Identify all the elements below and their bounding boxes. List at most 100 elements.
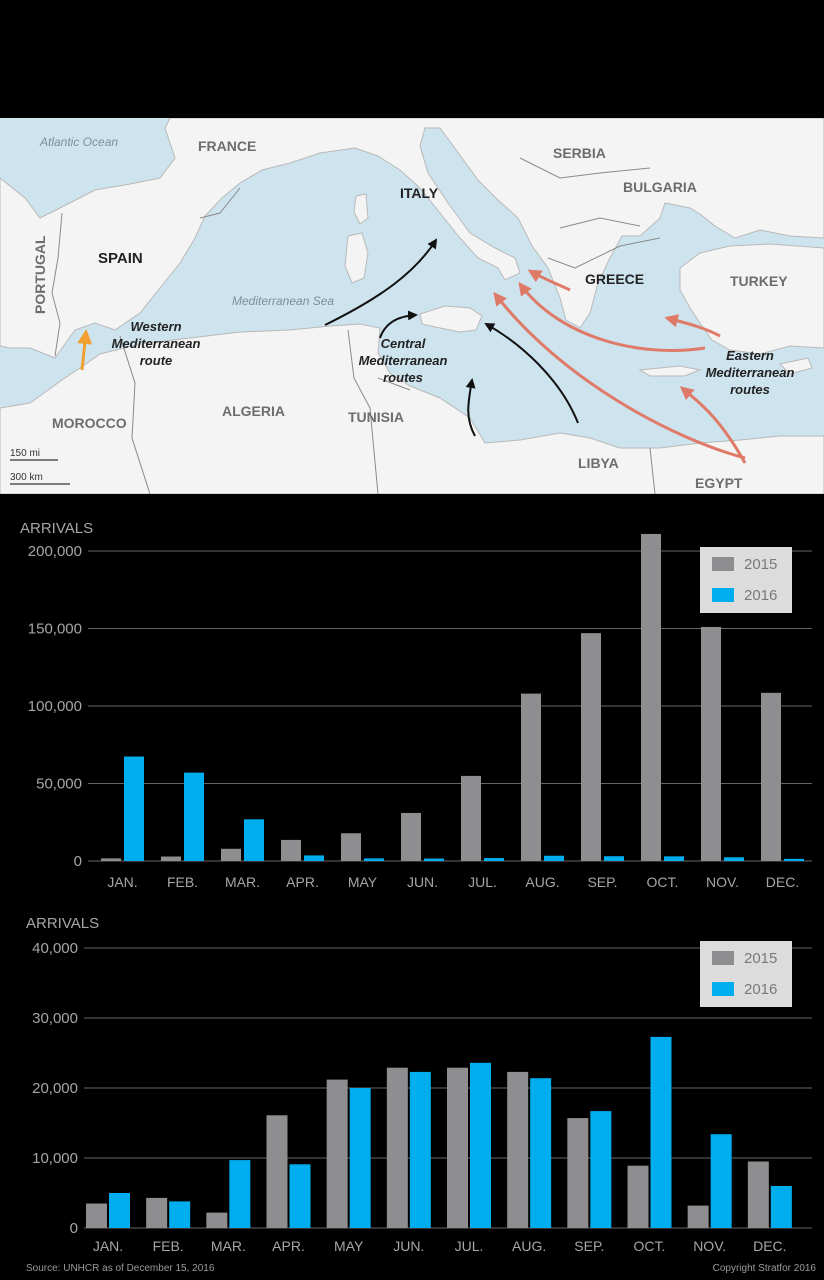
bar-2016-nov xyxy=(724,857,744,861)
label-tunisia: TUNISIA xyxy=(348,409,404,425)
x-tick-label: JUL. xyxy=(455,1238,484,1254)
label-greece: GREECE xyxy=(585,271,644,287)
bar-2016-may xyxy=(349,1088,371,1228)
bar-2015-oct xyxy=(627,1165,649,1228)
scale-km-label: 300 km xyxy=(10,472,43,483)
bar-2016-apr xyxy=(304,855,324,861)
bar-2016-aug xyxy=(544,855,564,861)
bar-2016-jul xyxy=(484,858,504,861)
label-eastern-routes-3: routes xyxy=(730,382,770,397)
bar-2015-mar xyxy=(221,848,241,861)
label-algeria: ALGERIA xyxy=(222,403,285,419)
legend-swatch-2016 xyxy=(712,588,734,602)
y-tick-label: 20,000 xyxy=(32,1080,78,1097)
crete xyxy=(638,365,702,377)
legend-swatch-2015 xyxy=(712,557,734,571)
y-axis-label: ARRIVALS xyxy=(20,520,93,537)
bar-2016-sep xyxy=(590,1111,612,1228)
legend-label-2015: 2015 xyxy=(744,950,777,967)
label-western-route-3: route xyxy=(140,353,173,368)
bar-2016-nov xyxy=(710,1134,732,1228)
x-tick-label: JAN. xyxy=(93,1238,123,1254)
bar-2016-jul xyxy=(470,1062,491,1228)
corsica xyxy=(353,193,369,225)
mediterranean-routes-map: 150 mi 300 km FRANCE ITALY SERBIA BULGAR… xyxy=(0,118,824,494)
x-tick-label: JUN. xyxy=(393,1238,424,1254)
y-tick-label: 30,000 xyxy=(32,1010,78,1027)
bar-2015-jan xyxy=(86,1203,107,1228)
turkey-land xyxy=(679,243,824,355)
source-note: Source: UNHCR as of December 15, 2016 xyxy=(26,1263,215,1274)
label-central-routes-2: Mediterranean xyxy=(359,353,448,368)
x-tick-label: AUG. xyxy=(525,874,559,890)
label-atlantic-ocean: Atlantic Ocean xyxy=(39,135,118,149)
label-portugal: PORTUGAL xyxy=(32,235,48,314)
bar-2015-jan xyxy=(101,858,121,861)
label-egypt: EGYPT xyxy=(695,475,743,491)
y-tick-label: 200,000 xyxy=(28,543,82,560)
western-route-arrow xyxy=(77,329,93,371)
legend-label-2016: 2016 xyxy=(744,587,777,604)
y-tick-label: 150,000 xyxy=(28,621,82,638)
x-tick-label: JUN. xyxy=(407,874,438,890)
x-tick-label: SEP. xyxy=(587,874,617,890)
bar-2016-jun xyxy=(424,858,444,861)
y-tick-label: 10,000 xyxy=(32,1150,78,1167)
bar-2016-oct xyxy=(650,1036,672,1228)
label-serbia: SERBIA xyxy=(553,145,606,161)
bar-2016-dec xyxy=(770,1186,792,1228)
legend-swatch-2016 xyxy=(712,982,734,996)
legend-label-2015: 2015 xyxy=(744,556,777,573)
label-italy: ITALY xyxy=(400,185,439,201)
x-tick-label: JAN. xyxy=(107,874,137,890)
bar-2015-feb xyxy=(146,1197,168,1228)
legend-swatch-2015 xyxy=(712,951,734,965)
x-tick-label: JUL. xyxy=(468,874,497,890)
bar-2016-mar xyxy=(229,1160,251,1228)
bar-2015-aug xyxy=(507,1071,529,1228)
x-tick-label: MAY xyxy=(348,874,378,890)
x-tick-label: MAY xyxy=(334,1238,364,1254)
bar-2016-feb xyxy=(169,1201,191,1228)
x-tick-label: SEP. xyxy=(574,1238,604,1254)
x-tick-label: MAR. xyxy=(225,874,260,890)
sicily xyxy=(419,305,483,333)
bar-2015-dec xyxy=(747,1161,769,1228)
x-tick-label: AUG. xyxy=(512,1238,546,1254)
bar-2016-oct xyxy=(664,856,684,861)
bar-2015-nov xyxy=(687,1205,709,1228)
scale-mi-label: 150 mi xyxy=(10,448,40,459)
y-tick-label: 100,000 xyxy=(28,698,82,715)
label-spain: SPAIN xyxy=(98,250,143,267)
bar-2016-feb xyxy=(184,772,204,861)
x-tick-label: MAR. xyxy=(211,1238,246,1254)
legend-label-2016: 2016 xyxy=(744,981,777,998)
bar-2015-sep xyxy=(567,1118,589,1228)
x-tick-label: OCT. xyxy=(634,1238,666,1254)
label-western-route-2: Mediterranean xyxy=(112,336,201,351)
y-tick-label: 40,000 xyxy=(32,940,78,957)
x-tick-label: FEB. xyxy=(153,1238,184,1254)
label-bulgaria: BULGARIA xyxy=(623,179,697,195)
x-tick-label: NOV. xyxy=(706,874,739,890)
country-borders xyxy=(51,157,661,494)
label-central-routes-1: Central xyxy=(381,336,426,351)
africa-land xyxy=(0,323,824,494)
x-tick-label: DEC. xyxy=(753,1238,786,1254)
bar-2016-aug xyxy=(530,1078,552,1228)
x-tick-label: FEB. xyxy=(167,874,198,890)
bar-2015-nov xyxy=(701,626,721,861)
label-eastern-routes-1: Eastern xyxy=(726,348,774,363)
copyright-note: Copyright Stratfor 2016 xyxy=(712,1263,816,1274)
bar-2015-mar xyxy=(206,1212,228,1228)
bar-2016-dec xyxy=(784,858,804,861)
y-axis-label: ARRIVALS xyxy=(26,915,99,932)
europe-land xyxy=(0,118,824,359)
eastern-route-arrivals-chart: ARRIVALS 0 50,000 100,000 150,000 200,000 JAN.… xyxy=(20,520,812,890)
bar-2015-jul xyxy=(461,775,481,861)
label-libya: LIBYA xyxy=(578,455,619,471)
y-tick-label: 0 xyxy=(70,1220,78,1237)
label-western-route-1: Western xyxy=(130,319,181,334)
x-tick-label: APR. xyxy=(286,874,319,890)
y-tick-label: 0 xyxy=(74,853,82,870)
